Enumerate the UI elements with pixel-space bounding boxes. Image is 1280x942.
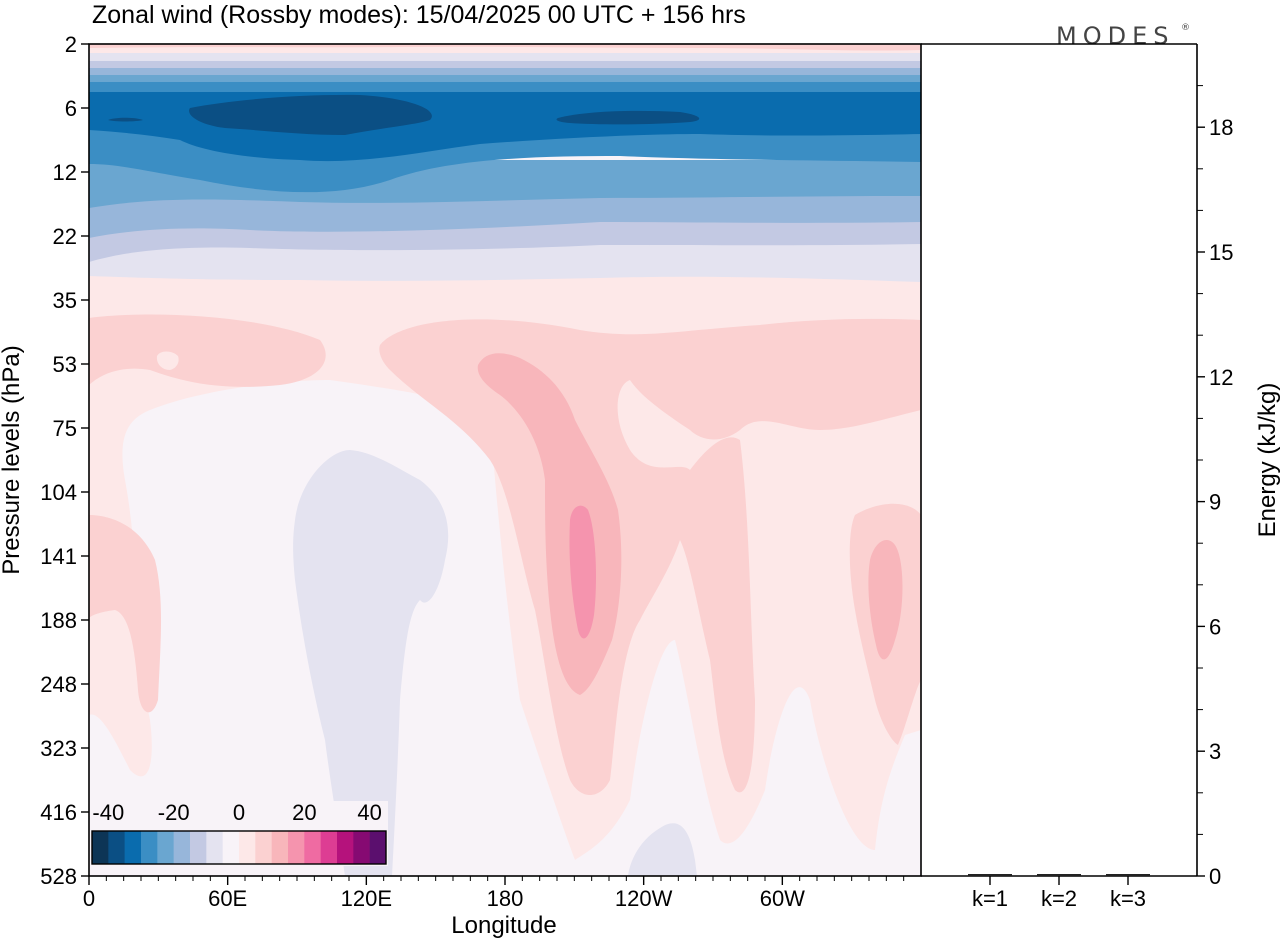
x-tick-label: 0 [83, 886, 95, 911]
y-tick-label: 2 [65, 32, 77, 57]
energy-category-label: k=1 [972, 886, 1008, 911]
contour-neg-2 [628, 823, 697, 876]
modes-logo: MODES [1056, 22, 1174, 50]
energy-tick-label: 12 [1209, 365, 1233, 390]
contour-strat-1 [89, 82, 921, 92]
energy-category-label: k=2 [1041, 886, 1077, 911]
colorbar-swatch [337, 831, 354, 864]
heatmap-field: -40 -20 0 20 40 [89, 44, 921, 876]
contour-upper-n3 [89, 196, 921, 238]
energy-panel-frame [921, 43, 1198, 877]
y-tick-label: 323 [40, 736, 77, 761]
contour-upper-n1 [89, 240, 921, 282]
contour-strat-2 [89, 75, 921, 82]
energy-bars: k=1 k=2 k=3 [968, 874, 1150, 911]
energy-tick-label: 6 [1209, 614, 1221, 639]
contour-pos-4 [569, 505, 596, 639]
colorbar-swatch [190, 831, 207, 864]
colorbar-swatch [320, 831, 338, 864]
contour-strat-7 [89, 44, 921, 51]
y-tick-label: 22 [53, 224, 77, 249]
colorbar-swatch [304, 831, 321, 864]
energy-tick-label: 3 [1209, 739, 1221, 764]
x-axis: 0 60E 120E 180 120W 60W [83, 876, 905, 911]
contour-neg-1 [293, 450, 449, 876]
y-tick-label: 12 [53, 160, 77, 185]
y-tick-label: 528 [40, 864, 77, 889]
contour-pos-2c [89, 515, 162, 713]
colorbar-swatch [141, 831, 158, 864]
contour-pos-3b [868, 540, 903, 660]
contour-blob [156, 351, 179, 370]
y-tick-label: 6 [65, 96, 77, 121]
energy-tick-label: 18 [1209, 115, 1233, 140]
colorbar-swatch [239, 831, 256, 864]
x-tick-label: 60W [760, 886, 805, 911]
y-tick-label: 141 [40, 544, 77, 569]
y-axis-left: 2 6 12 22 35 53 75 104 141 188 248 323 416 528 [40, 32, 89, 889]
contour-upper-n7c [108, 117, 143, 122]
colorbar-swatch [206, 831, 223, 864]
energy-bar [1037, 874, 1081, 876]
colorbar-frame [91, 830, 387, 865]
y-tick-label: 416 [40, 800, 77, 825]
y-tick-label: 188 [40, 608, 77, 633]
colorbar-swatch [92, 831, 109, 864]
y-tick-label: 75 [53, 416, 77, 441]
contour-upper-n7 [189, 94, 432, 135]
colorbar-label: 20 [292, 800, 316, 825]
colorbar: -40 -20 0 20 40 [90, 800, 388, 866]
contour-upper-n7b [556, 110, 700, 125]
contour-pos-2 [89, 314, 326, 387]
x-tick-label: 120E [341, 886, 392, 911]
contour-upper-n2 [89, 222, 921, 262]
y-tick-label: 248 [40, 672, 77, 697]
colorbar-swatch [288, 831, 305, 864]
colorbar-swatch [157, 831, 174, 864]
colorbar-label: -20 [158, 800, 190, 825]
energy-bar [968, 874, 1012, 876]
contour-strat-3 [89, 68, 921, 75]
y-tick-label: 53 [53, 352, 77, 377]
colorbar-swatch [173, 831, 191, 864]
colorbar-label: -40 [92, 800, 124, 825]
x-axis-label: Longitude [451, 912, 556, 939]
energy-category-label: k=3 [1110, 886, 1146, 911]
chart-title: Zonal wind (Rossby modes): 15/04/2025 00… [92, 1, 746, 29]
y-axis-label: Pressure levels (hPa) [0, 345, 25, 574]
y-tick-label: 104 [40, 480, 77, 505]
energy-bar [1106, 874, 1150, 876]
colorbar-swatch [353, 831, 370, 864]
colorbar-swatch [271, 831, 289, 864]
contour-pos-2b [379, 318, 921, 795]
x-tick-label: 60E [208, 886, 247, 911]
colorbar-swatch [124, 831, 142, 864]
x-tick-label: 180 [487, 886, 524, 911]
colorbar-swatch [369, 831, 387, 864]
colorbar-swatch [222, 831, 240, 864]
y-tick-label: 35 [53, 288, 77, 313]
modes-logo-mark: ® [1181, 23, 1196, 33]
energy-tick-label: 9 [1209, 490, 1221, 515]
x-tick-label: 120W [615, 886, 673, 911]
energy-axis-label: Energy (kJ/kg) [1254, 383, 1280, 538]
colorbar-swatch [108, 831, 125, 864]
contour-strat-4 [89, 61, 921, 68]
energy-axis: 0 3 6 9 12 15 18 [1197, 85, 1233, 889]
contour-strat-6 [89, 44, 921, 53]
colorbar-label: 40 [357, 800, 381, 825]
contour-strat-5 [89, 53, 921, 61]
colorbar-swatch [255, 831, 272, 864]
energy-tick-label: 0 [1209, 864, 1221, 889]
energy-tick-label: 15 [1209, 240, 1233, 265]
colorbar-label: 0 [233, 800, 245, 825]
